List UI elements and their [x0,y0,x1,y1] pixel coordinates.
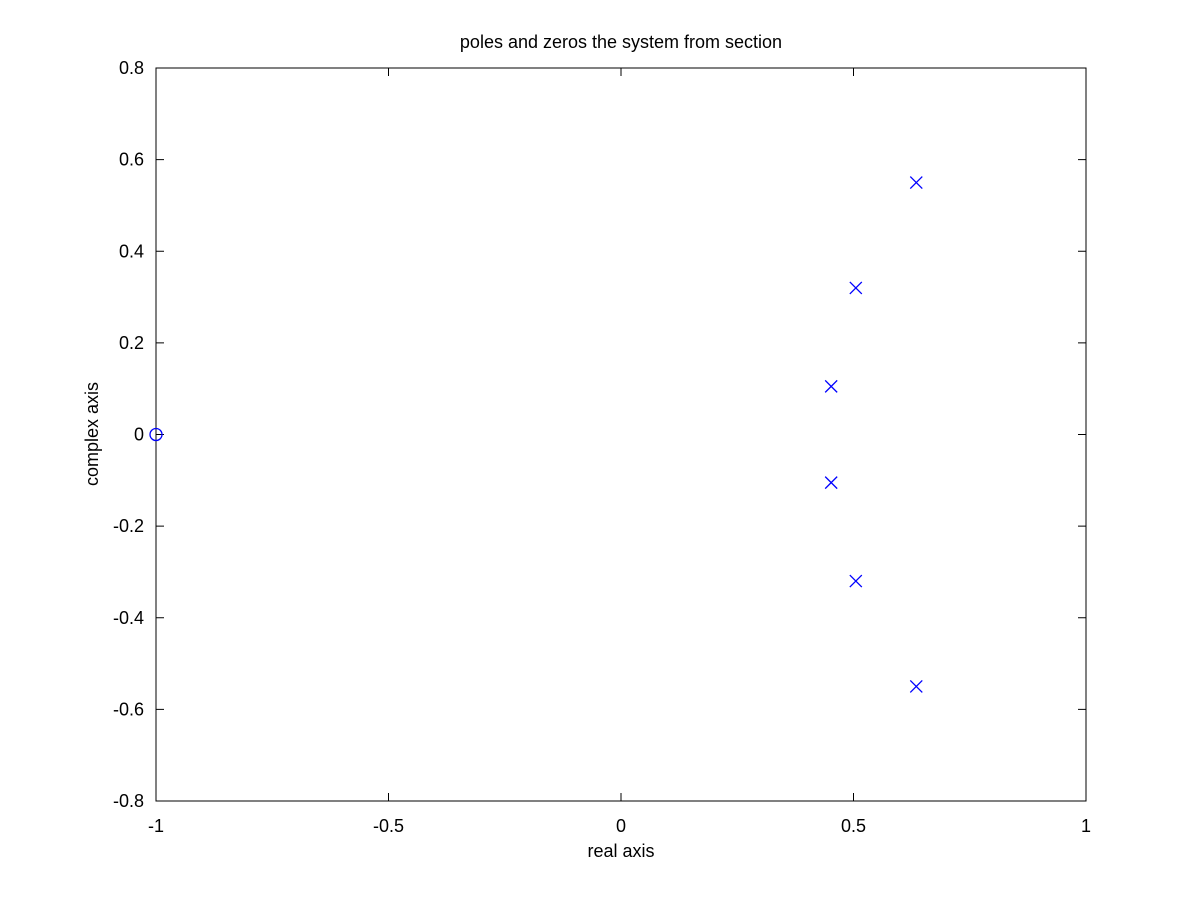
pole-marker [909,680,923,693]
y-tick-label: 0.4 [119,241,144,261]
x-tick-label: 0 [616,816,626,836]
pole-marker [824,379,838,393]
zero-marker [149,427,163,442]
x-tick-label: -0.5 [373,816,404,836]
x-tick-label: -1 [148,816,164,836]
pole-marker [909,176,923,189]
y-tick-label: 0.8 [119,58,144,78]
pole-marker [849,281,863,295]
y-tick-label: 0.2 [119,333,144,353]
y-tick-label: -0.6 [113,699,144,719]
x-tick-label: 0.5 [841,816,866,836]
y-tick-label: 0 [134,425,144,445]
y-axis-label: complex axis [82,382,102,486]
x-axis-ticks: -1 -0.5 0 0.5 1 [148,68,1091,836]
y-tick-label: 0.6 [119,150,144,170]
y-tick-label: -0.2 [113,516,144,536]
pole-marker [824,476,838,490]
x-axis-label: real axis [587,841,654,861]
chart-title: poles and zeros the system from section [460,32,782,52]
y-tick-label: -0.8 [113,791,144,811]
x-tick-label: 1 [1081,816,1091,836]
data-markers [149,176,923,693]
plot-area [155,67,1087,802]
y-tick-label: -0.4 [113,608,144,628]
pole-marker [849,574,863,588]
y-axis-ticks: -0.8 -0.6 -0.4 -0.2 0 0.2 0.4 0.6 0.8 [113,58,1086,811]
